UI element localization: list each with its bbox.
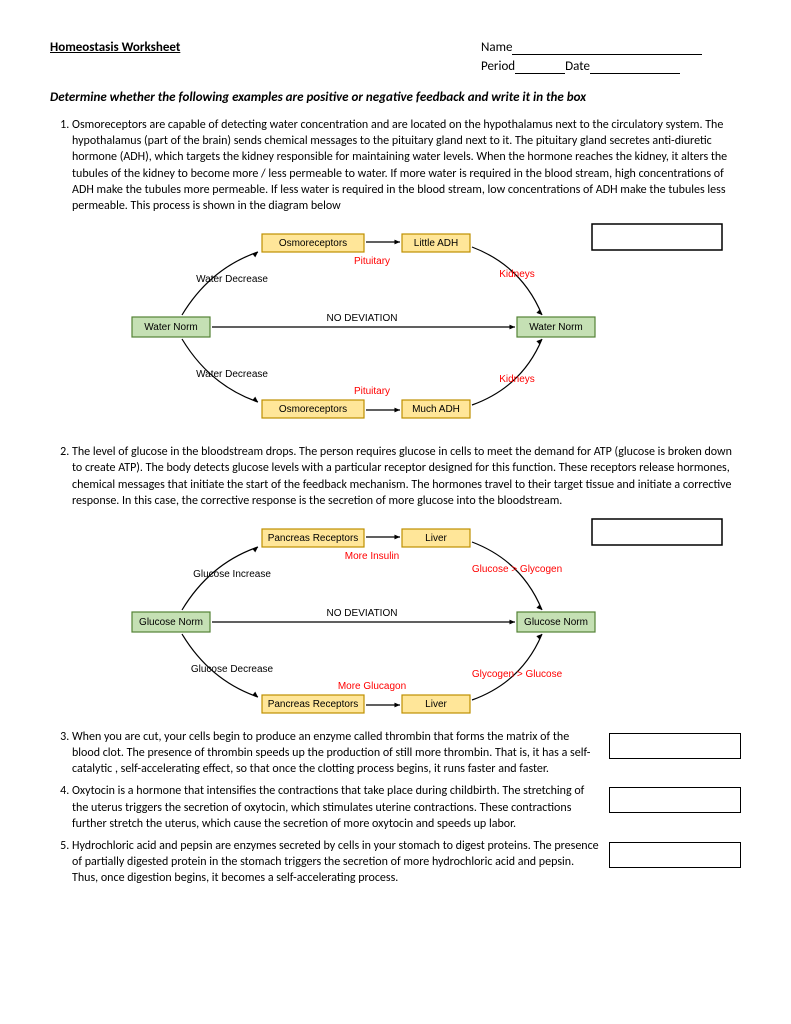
svg-text:Glucose Norm: Glucose Norm bbox=[139, 617, 203, 628]
svg-text:Kidneys: Kidneys bbox=[499, 269, 535, 280]
answer-box-5[interactable] bbox=[609, 842, 741, 868]
q4-text: Oxytocin is a hormone that intensifies t… bbox=[72, 783, 599, 832]
svg-text:Water Decrease: Water Decrease bbox=[196, 369, 268, 380]
q5-text: Hydrochloric acid and pepsin are enzymes… bbox=[72, 838, 599, 887]
question-list: Osmoreceptors are capable of detecting w… bbox=[50, 117, 741, 887]
svg-text:More Insulin: More Insulin bbox=[345, 551, 399, 562]
svg-text:Kidneys: Kidneys bbox=[499, 374, 535, 385]
svg-text:Pituitary: Pituitary bbox=[354, 256, 390, 267]
question-1: Osmoreceptors are capable of detecting w… bbox=[72, 117, 741, 432]
diagram-2: Glucose Norm Glucose Norm Pancreas Recepto… bbox=[72, 517, 741, 717]
svg-text:More Glucagon: More Glucagon bbox=[338, 681, 406, 692]
svg-text:Glucose Increase: Glucose Increase bbox=[193, 569, 271, 580]
svg-text:Liver: Liver bbox=[425, 533, 447, 544]
svg-text:Pancreas Receptors: Pancreas Receptors bbox=[268, 533, 359, 544]
q3-text: When you are cut, your cells begin to pr… bbox=[72, 729, 599, 778]
instruction-text: Determine whether the following examples… bbox=[50, 90, 741, 105]
answer-box-3[interactable] bbox=[609, 733, 741, 759]
svg-text:Water Norm: Water Norm bbox=[144, 322, 198, 333]
question-3: When you are cut, your cells begin to pr… bbox=[72, 729, 741, 778]
date-blank[interactable] bbox=[590, 61, 680, 74]
svg-text:Glucose > Glycogen: Glucose > Glycogen bbox=[472, 564, 562, 575]
period-field: PeriodDate bbox=[481, 59, 741, 74]
svg-text:Osmoreceptors: Osmoreceptors bbox=[279, 238, 347, 249]
name-blank[interactable] bbox=[512, 42, 702, 55]
question-2: The level of glucose in the bloodstream … bbox=[72, 444, 741, 717]
name-field: Name bbox=[481, 40, 741, 55]
diagram-1: Water Norm Water Norm Osmoreceptors Little … bbox=[72, 222, 741, 432]
svg-text:Liver: Liver bbox=[425, 699, 447, 710]
question-5: Hydrochloric acid and pepsin are enzymes… bbox=[72, 838, 741, 887]
svg-text:Water Norm: Water Norm bbox=[529, 322, 583, 333]
worksheet-title: Homeostasis Worksheet bbox=[50, 40, 180, 55]
q2-text: The level of glucose in the bloodstream … bbox=[72, 445, 732, 508]
answer-box-4[interactable] bbox=[609, 787, 741, 813]
svg-text:Osmoreceptors: Osmoreceptors bbox=[279, 404, 347, 415]
svg-text:Water Decrease: Water Decrease bbox=[196, 274, 268, 285]
q1-text: Osmoreceptors are capable of detecting w… bbox=[72, 118, 727, 213]
svg-text:Glucose Norm: Glucose Norm bbox=[524, 617, 588, 628]
svg-text:Pancreas Receptors: Pancreas Receptors bbox=[268, 699, 359, 710]
header-2: PeriodDate bbox=[50, 59, 741, 74]
svg-text:Little ADH: Little ADH bbox=[414, 238, 458, 249]
svg-text:Glycogen > Glucose: Glycogen > Glucose bbox=[472, 669, 563, 680]
svg-text:NO DEVIATION: NO DEVIATION bbox=[327, 608, 398, 619]
svg-text:Glucose Decrease: Glucose Decrease bbox=[191, 664, 274, 675]
svg-text:Much ADH: Much ADH bbox=[412, 404, 460, 415]
header: Homeostasis Worksheet Name bbox=[50, 40, 741, 55]
svg-text:Pituitary: Pituitary bbox=[354, 386, 390, 397]
svg-text:NO DEVIATION: NO DEVIATION bbox=[327, 313, 398, 324]
period-blank[interactable] bbox=[515, 61, 565, 74]
question-4: Oxytocin is a hormone that intensifies t… bbox=[72, 783, 741, 832]
